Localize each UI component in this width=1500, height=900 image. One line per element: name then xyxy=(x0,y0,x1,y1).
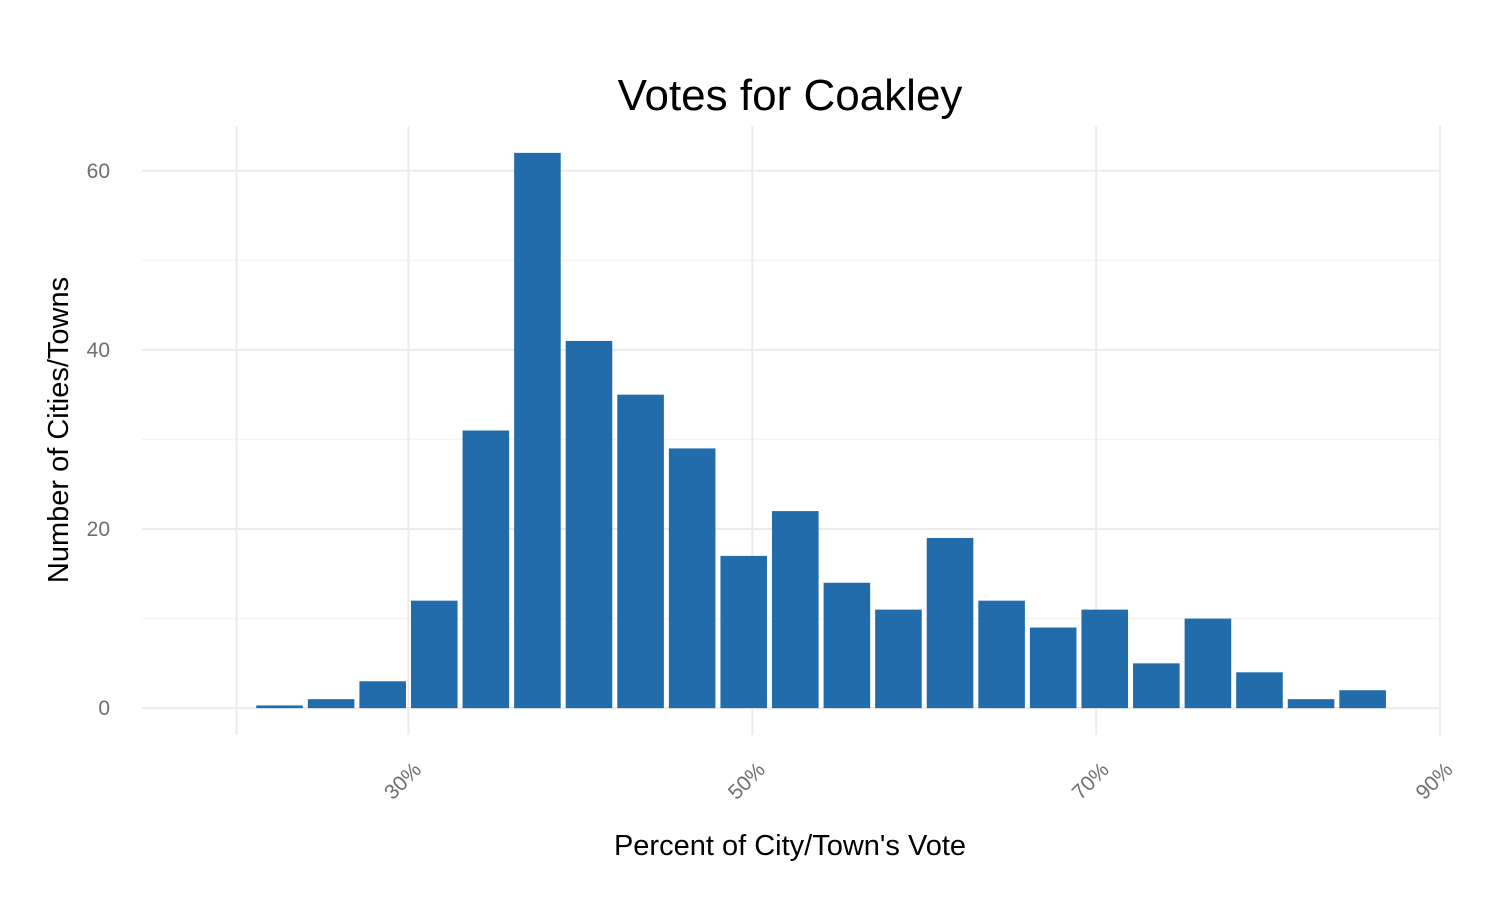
histogram-bar xyxy=(410,600,458,709)
histogram-bar xyxy=(1081,609,1129,709)
histogram-bar xyxy=(1184,618,1232,709)
bars xyxy=(256,152,1386,709)
histogram-bar xyxy=(926,537,974,709)
histogram-bar xyxy=(256,705,303,709)
histogram-bar xyxy=(1029,627,1077,709)
y-tick-label: 0 xyxy=(98,697,110,720)
x-tick-label: 70% xyxy=(1068,758,1114,804)
x-tick-label: 50% xyxy=(724,758,770,804)
x-axis-title: Percent of City/Town's Vote xyxy=(614,830,966,862)
histogram-bar xyxy=(359,681,406,709)
histogram-bar xyxy=(875,609,922,709)
x-tick-label: 30% xyxy=(380,758,426,804)
histogram-bar xyxy=(565,340,613,709)
x-tick-label: 90% xyxy=(1412,758,1458,804)
histogram-bar xyxy=(1287,699,1335,709)
histogram-bar xyxy=(462,430,510,709)
x-axis-ticks: 30% 50% 70% 90% xyxy=(380,758,1458,804)
histogram-bar xyxy=(514,152,561,709)
histogram-bar xyxy=(668,448,716,709)
y-axis-title: Number of Cities/Towns xyxy=(43,277,75,583)
histogram-bar xyxy=(1339,690,1386,709)
histogram-bar xyxy=(617,394,664,709)
histogram-bar xyxy=(1133,663,1180,709)
y-tick-label: 20 xyxy=(87,518,110,541)
histogram-bar xyxy=(978,600,1025,709)
y-tick-label: 40 xyxy=(87,339,110,362)
y-axis-ticks: 0 20 40 60 xyxy=(87,160,110,720)
chart-title: Votes for Coakley xyxy=(618,71,963,120)
histogram-bar xyxy=(307,699,355,709)
histogram-bar xyxy=(823,582,871,709)
y-tick-label: 60 xyxy=(87,160,110,183)
histogram-bar xyxy=(1236,672,1283,709)
histogram-bar xyxy=(772,511,819,709)
histogram-bar xyxy=(720,555,768,709)
